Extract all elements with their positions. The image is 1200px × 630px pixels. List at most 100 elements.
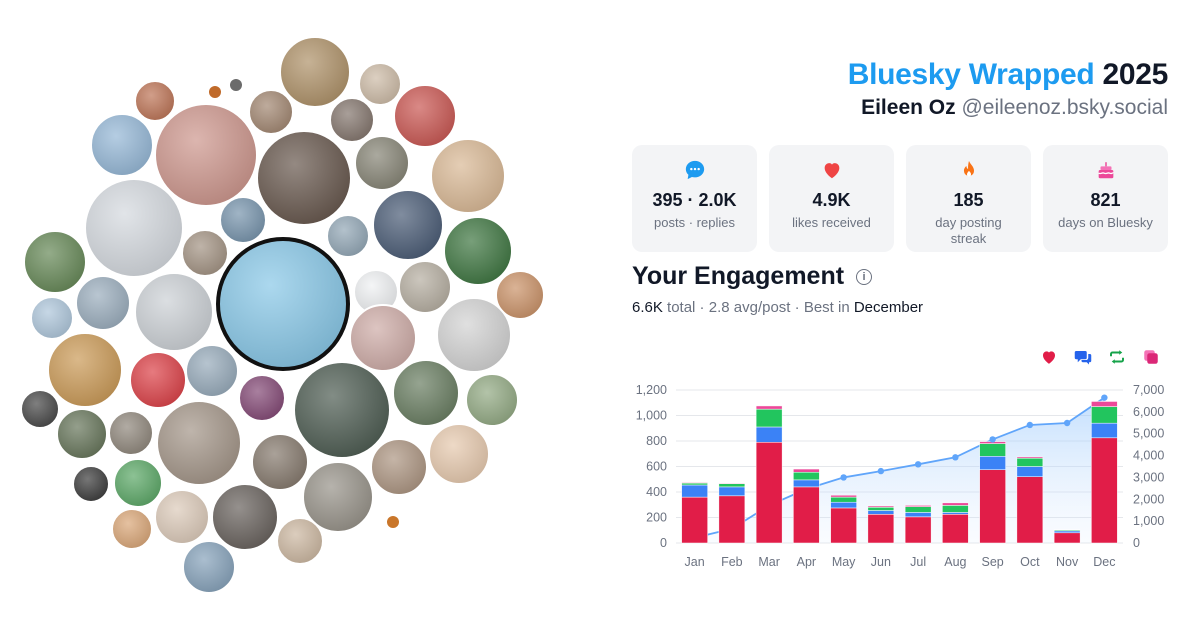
avatar: [370, 438, 428, 496]
y2-tick-label: 6,000: [1133, 405, 1164, 419]
x-tick-label: Mar: [758, 555, 780, 569]
heart-icon[interactable]: [1040, 348, 1058, 366]
x-tick-label: Dec: [1093, 555, 1115, 569]
y2-tick-label: 1,000: [1133, 514, 1164, 528]
engagement-best-month: December: [853, 299, 924, 316]
x-tick-label: Oct: [1020, 555, 1040, 569]
y2-tick-label: 5,000: [1133, 427, 1164, 441]
cumulative-point: [1026, 421, 1034, 429]
avatar: [349, 304, 417, 372]
repost-icon[interactable]: [1108, 348, 1126, 366]
info-icon[interactable]: i: [856, 268, 873, 285]
stat-card-streak: 185 day posting streak: [906, 145, 1031, 252]
y-tick-label: 0: [660, 536, 667, 550]
bar-segment: [867, 507, 895, 511]
x-tick-label: Sep: [982, 555, 1004, 569]
engagement-title: Your Engagement: [632, 262, 845, 290]
bar-segment: [755, 408, 783, 428]
y-tick-label: 600: [646, 460, 667, 474]
avatar: [154, 103, 258, 207]
user-name: Eileen Oz: [861, 96, 956, 119]
page-title: Bluesky Wrapped 2025: [848, 58, 1169, 92]
bar-segment: [681, 482, 708, 486]
engagement-chart: 0 200 400 600 800 1,000 1,200 0 1,000 2,000 3,000 4…: [636, 383, 1165, 569]
engagement-total-word: total: [667, 299, 696, 316]
x-tick-label: Feb: [721, 555, 743, 569]
reply-icon[interactable]: [1074, 348, 1092, 366]
bar-segment: [793, 468, 820, 473]
quote-icon[interactable]: [1142, 348, 1160, 366]
bar-segment: [718, 486, 746, 497]
user-handle: @eileenoz.bsky.social: [961, 96, 1168, 119]
avatar: [154, 489, 210, 545]
bar-segment: [1091, 422, 1118, 439]
bar-segment: [867, 514, 895, 544]
avatar: [30, 296, 74, 340]
avatar: [354, 135, 410, 191]
avatar: [398, 260, 452, 314]
x-tick-label: Jun: [871, 555, 891, 569]
bar-segment: [904, 512, 932, 518]
cumulative-point: [1101, 394, 1108, 401]
bar-segment: [681, 496, 708, 544]
cake-icon: [1043, 159, 1168, 183]
bar-segment: [904, 506, 932, 513]
bar-segment: [979, 443, 1006, 457]
bar-segment: [793, 479, 820, 488]
y-tick-label: 1,000: [636, 409, 667, 423]
wrapped-year: 2025: [1102, 58, 1168, 91]
bar-segment: [830, 494, 857, 498]
y2-tick-label: 7,000: [1133, 383, 1164, 397]
x-tick-label: Jan: [685, 555, 705, 569]
bar-segment: [1091, 406, 1118, 424]
stat-value: 395 · 2.0K: [652, 190, 737, 210]
bar-segment: [1053, 532, 1081, 544]
engagement-best-prefix: Best in: [803, 299, 850, 316]
avatar: [181, 229, 229, 277]
bar-segment: [867, 505, 895, 508]
avatar: [84, 178, 184, 278]
speech-bubble-icon: [632, 159, 757, 183]
bar-segment: [830, 501, 857, 509]
sticker: [230, 79, 242, 91]
bar-segment: [867, 510, 895, 515]
flame-icon: [906, 159, 1031, 183]
stat-label: posts · replies: [654, 215, 735, 230]
y2-tick-label: 3,000: [1133, 470, 1164, 484]
stat-card-days: 821 days on Bluesky: [1043, 145, 1168, 252]
y-tick-label: 400: [646, 485, 667, 499]
avatar: [56, 408, 108, 460]
avatar: [211, 483, 279, 551]
bar-segment: [718, 483, 746, 488]
heart-icon: [769, 159, 894, 183]
cumulative-point: [952, 454, 959, 461]
bar-segment: [1091, 401, 1118, 407]
avatar: [326, 214, 370, 258]
cumulative-point: [877, 467, 885, 475]
x-tick-label: Apr: [797, 555, 816, 569]
user-identity: Eileen Oz @eileenoz.bsky.social: [861, 96, 1168, 120]
stat-label: likes received: [792, 215, 871, 230]
bar-segment: [1016, 457, 1044, 467]
engagement-heading: Your Engagement i: [632, 262, 873, 291]
avatar: [430, 138, 506, 214]
avatar: [75, 275, 131, 331]
avatar: [358, 62, 402, 106]
bar-segment: [904, 505, 932, 507]
avatar: [436, 297, 512, 373]
avatar: [134, 272, 214, 352]
y-tick-label: 800: [646, 434, 667, 448]
x-tick-label: Jul: [910, 555, 926, 569]
avatar: [72, 465, 110, 503]
avatar: [23, 230, 87, 294]
engagement-average: 2.8 avg/post: [708, 299, 791, 316]
bar-segment: [830, 496, 857, 503]
x-tick-label: May: [832, 555, 856, 569]
bar-segment: [1016, 476, 1044, 544]
stat-card-likes: 4.9K likes received: [769, 145, 894, 252]
bar-segment: [718, 482, 746, 484]
bar-segment: [1091, 437, 1118, 544]
y-tick-label: 200: [646, 511, 667, 525]
bar-segment: [1016, 466, 1044, 477]
avatar: [293, 361, 391, 459]
